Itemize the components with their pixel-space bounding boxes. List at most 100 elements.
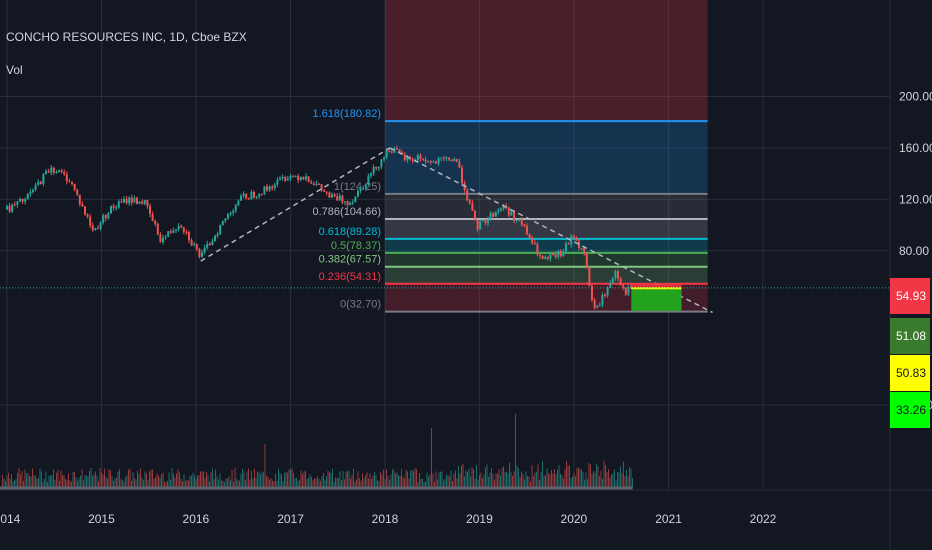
volume-bar: [266, 475, 267, 488]
candle-body: [182, 227, 185, 232]
volume-bar: [437, 479, 438, 488]
volume-bar: [470, 476, 471, 488]
volume-bar: [269, 479, 270, 488]
candle-body: [128, 197, 131, 204]
fib-zone: [385, 219, 708, 239]
candle-body: [266, 186, 268, 191]
volume-bar: [135, 479, 137, 488]
volume-bar: [374, 471, 375, 488]
volume-bar: [546, 468, 548, 488]
volume-bar: [573, 472, 575, 488]
candle-body: [294, 176, 297, 178]
volume-bar: [477, 479, 479, 488]
volume-bar: [344, 479, 345, 488]
volume-bar: [278, 468, 279, 488]
volume-bar: [282, 481, 284, 488]
candle-body: [453, 158, 456, 162]
volume-bar: [381, 474, 383, 488]
candle-body: [619, 278, 622, 286]
volume-bar: [522, 474, 524, 488]
candle-body: [240, 196, 242, 201]
candle-body: [245, 194, 248, 199]
volume-bar: [456, 478, 458, 488]
candle-body: [466, 190, 469, 201]
volume-bar: [5, 480, 6, 488]
candle-body: [211, 241, 214, 246]
volume-bar: [95, 471, 96, 488]
candle-body: [133, 197, 136, 203]
volume-bar: [78, 477, 80, 488]
volume-bar: [30, 476, 32, 488]
candle-body: [63, 172, 66, 175]
candle-body: [494, 211, 497, 217]
candle-body: [541, 255, 544, 260]
candle-body: [21, 198, 24, 202]
candle-body: [208, 243, 211, 246]
volume-bar: [351, 475, 353, 488]
candle-body: [120, 201, 123, 203]
candle-body: [193, 244, 196, 246]
candle-body: [325, 191, 328, 193]
fib-zone: [385, 238, 708, 253]
candle-body: [583, 248, 586, 254]
volume-bar: [87, 476, 89, 488]
volume-bar: [179, 472, 180, 488]
candle-body: [455, 158, 458, 162]
volume-bar: [14, 480, 15, 488]
volume-bar: [549, 474, 551, 488]
volume-bar: [603, 460, 605, 488]
volume-bar: [333, 481, 335, 488]
volume-bar: [360, 480, 362, 488]
volume-bar: [72, 471, 74, 488]
volume-bar: [440, 471, 441, 488]
volume-bar: [452, 481, 453, 488]
volume-bar: [629, 466, 630, 488]
candle-body: [58, 170, 60, 173]
volume-bar: [195, 478, 197, 488]
volume-bar: [591, 473, 593, 488]
x-tick-label: 2014: [0, 512, 21, 526]
candle-body: [328, 192, 331, 198]
candle-body: [110, 205, 112, 214]
volume-bar: [180, 478, 182, 488]
volume-bar: [93, 474, 95, 488]
volume-bar: [218, 479, 219, 488]
candle-body: [94, 228, 97, 231]
volume-bar: [308, 477, 309, 488]
candle-body: [47, 171, 50, 173]
volume-bar: [389, 479, 390, 488]
volume-bar: [396, 472, 398, 488]
volume-bar: [368, 478, 369, 488]
volume-bar: [137, 470, 138, 488]
candle-body: [115, 207, 118, 209]
volume-bar: [626, 469, 627, 488]
volume-bar: [537, 463, 539, 488]
candle-body: [585, 253, 588, 268]
candle-body: [468, 200, 471, 204]
volume-bar: [410, 470, 411, 488]
volume-bar: [107, 478, 108, 488]
volume-bar: [125, 477, 126, 488]
price-badge-label: 54.93: [896, 289, 926, 303]
candle-body: [570, 236, 573, 245]
candle-body: [429, 160, 432, 163]
candle-body: [39, 181, 42, 185]
fib-level-label: 0.5(78.37): [331, 240, 381, 252]
volume-bar: [69, 480, 71, 488]
volume-bar: [257, 471, 258, 488]
volume-bar: [468, 468, 470, 488]
price-badge: [890, 318, 930, 354]
candle-body: [273, 184, 276, 189]
candle-body: [281, 176, 284, 179]
candle-body: [593, 300, 596, 308]
candle-body: [471, 203, 474, 211]
candle-body: [42, 174, 45, 185]
candle-body: [427, 160, 430, 162]
volume-bar: [377, 480, 378, 488]
fib-level-label: 0(32.70): [340, 299, 381, 311]
volume-bar: [441, 471, 443, 488]
candle-body: [84, 206, 86, 215]
volume-bar: [501, 468, 503, 488]
